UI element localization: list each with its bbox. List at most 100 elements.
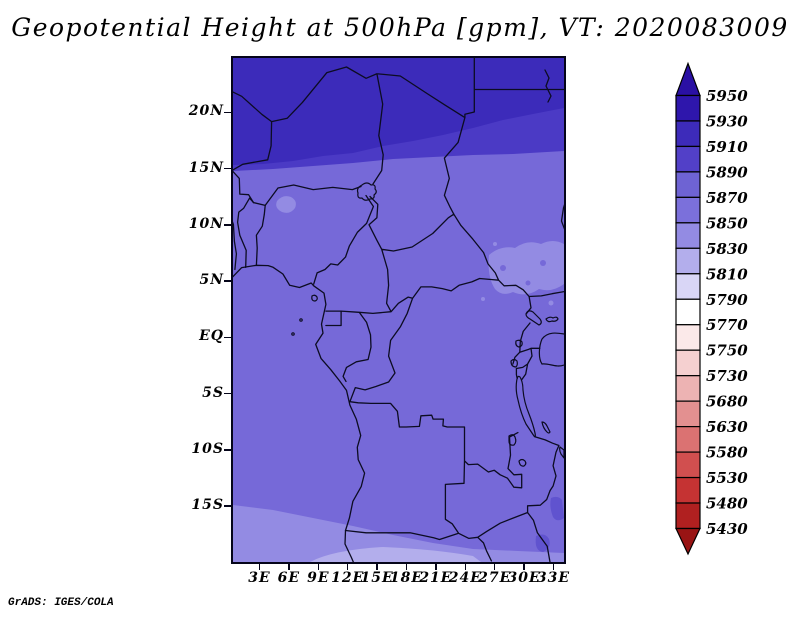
lon-tick-mark [405, 564, 408, 570]
lon-tick-mark [288, 564, 290, 570]
field-band-dark [233, 58, 564, 165]
lake-tanganyika [515, 375, 536, 438]
lon-tick-mark [346, 564, 349, 570]
lon-tick-mark [435, 564, 437, 570]
borders-north [229, 57, 566, 215]
colorbar-level-label: 5680 [706, 393, 748, 411]
field-patch-southsudan [488, 241, 564, 295]
lon-tick-label: 27E [478, 570, 512, 586]
lon-tick-label: 3E [248, 570, 271, 586]
field-band-south-lighter [310, 547, 481, 562]
lon-tick-label: 6E [277, 570, 301, 586]
lat-tick-label: 5N [199, 272, 224, 289]
colorbar-level-label: 5580 [706, 444, 748, 462]
colorbar-level-label: 5910 [706, 138, 748, 156]
lon-tick-mark [376, 564, 378, 570]
lat-tick-label: 10N [188, 215, 224, 232]
plot-title: Geopotential Height at 500hPa [gpm], VT:… [11, 13, 789, 42]
lat-tick-mark [224, 392, 231, 395]
field-band-south-light [233, 505, 564, 562]
field-speckle [481, 297, 485, 301]
map-frame [228, 56, 567, 565]
colorbar-segment [675, 222, 701, 249]
colorbar-level-label: 5930 [706, 112, 748, 130]
colorbar-level-label: 5430 [706, 520, 748, 538]
colorbar-level-label: 5830 [706, 240, 748, 258]
lat-tick-mark [224, 224, 231, 226]
field-speckle [500, 265, 506, 271]
borders-south [344, 401, 560, 563]
colorbar-level-label: 5810 [706, 265, 748, 283]
lake-kivu [510, 358, 518, 368]
field-patch-southeast-1 [550, 496, 564, 521]
colorbar-segment [675, 273, 701, 300]
colorbar-level-label: 5730 [706, 367, 748, 385]
colorbar-segment [675, 94, 701, 122]
lat-tick-mark [224, 280, 231, 282]
sao-tome-island [291, 332, 295, 336]
lat-tick-label: 15N [188, 159, 224, 176]
colorbar-level-label: 5850 [706, 214, 748, 232]
colorbar-segment [675, 145, 701, 173]
lon-tick-label: 18E [389, 570, 424, 586]
lon-tick-label: 30E [507, 570, 541, 586]
colorbar-level-label: 5770 [706, 316, 748, 334]
coastline [229, 264, 366, 565]
colorbar-arrow-up [675, 61, 701, 97]
lat-tick-label: 10S [191, 440, 224, 457]
colorbar-segment [675, 171, 701, 198]
lat-tick-label: 5S [202, 384, 224, 401]
principe-island [299, 318, 303, 322]
lake-malawi-tip [559, 446, 565, 459]
lon-tick-label: 24E [448, 570, 482, 586]
lake-rukwa [541, 421, 551, 434]
colorbar-segment [675, 298, 701, 326]
lon-tick-label: 21E [419, 570, 453, 586]
colorbar-segment [675, 451, 701, 479]
lake-albert [525, 310, 542, 326]
lake-chad [356, 182, 377, 201]
borders-central [325, 195, 567, 403]
colorbar-segment [675, 349, 701, 377]
lon-tick-mark [258, 564, 261, 570]
colorbar-segment [675, 375, 701, 402]
colorbar-level-label: 5480 [706, 495, 748, 513]
colorbar-segment [675, 400, 701, 428]
borders-west [228, 184, 375, 285]
lakes [291, 182, 565, 467]
lat-tick-mark [224, 505, 231, 507]
field-patch-southeast-2 [535, 534, 550, 552]
lake-bangweulu [518, 458, 527, 467]
lat-tick-mark [224, 449, 231, 451]
field-patch-nigeria [276, 196, 296, 213]
lon-tick-mark [523, 564, 525, 570]
colorbar-legend: 5950 5930 5910 5890 5870 5850 5830 5810 5790 5770… [675, 61, 748, 556]
lon-tick-mark [493, 564, 496, 570]
lon-tick-label: 12E [331, 570, 365, 586]
colorbar-segment [675, 196, 701, 224]
colorbar-level-label: 5950 [706, 87, 748, 105]
colorbar-arrow-down [675, 527, 701, 556]
grads-credit: GrADS: IGES/COLA [8, 597, 114, 609]
bioko-island [311, 294, 318, 302]
colorbar-level-label: 5530 [706, 469, 748, 487]
colorbar-level-label: 5790 [706, 291, 748, 309]
colorbar-level-label: 5890 [706, 163, 748, 181]
lat-tick-label: EQ [199, 328, 224, 345]
lon-tick-label: 9E [307, 570, 330, 586]
lat-tick-label: 20N [188, 103, 224, 120]
map-plot [228, 57, 567, 565]
lon-tick-mark [317, 564, 320, 570]
colorbar-segment [675, 247, 701, 275]
lat-tick-label: 15S [191, 497, 224, 514]
colorbar-segment [675, 324, 701, 351]
lake-kyoga [545, 316, 559, 323]
field-fill-bands [233, 58, 564, 562]
colorbar-level-label: 5870 [706, 189, 748, 207]
colorbar-segment [675, 476, 701, 504]
lon-tick-mark [552, 564, 555, 570]
lat-tick-mark [224, 336, 231, 339]
lake-victoria [538, 332, 565, 367]
lon-tick-mark [464, 564, 467, 570]
colorbar-segment [675, 502, 701, 530]
